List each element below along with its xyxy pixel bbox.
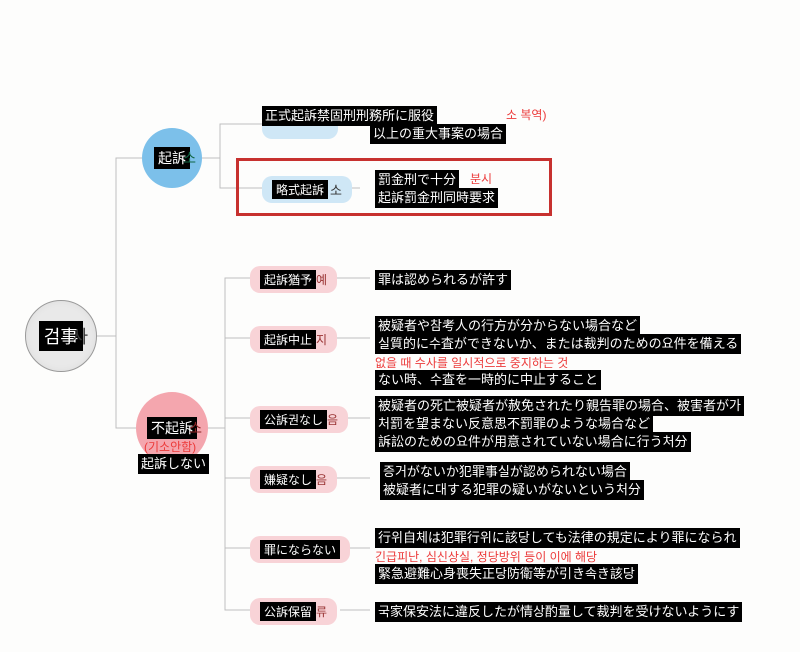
leaf-stop-l1: 被疑者や참考人の行方が分からない場合など [375, 316, 640, 336]
leaf-nocrime: 罪にならない [250, 536, 350, 563]
leaf-noright-l3: 訴訟のための요件が用意されていない場合に行う처分 [375, 432, 691, 452]
leaf-suspend: 起訴猶予 예 [250, 266, 337, 293]
leaf-nosuspicion-label: 嫌疑なし [260, 470, 316, 489]
leaf-stop-l2: 실質的に수査ができないか、または裁判のための요件を備える [375, 334, 741, 354]
leaf-nocrime-label: 罪にならない [260, 540, 340, 559]
leaf-reserve-l1: 국家保安法に違反したが情상酌量して裁判を受けないようにす [375, 602, 742, 622]
leaf-nocrime-l2: 緊急避難心身喪失正당防衛等が引き속き該당 [375, 564, 638, 584]
non-indict-trailing: 소 [189, 418, 202, 438]
leaf-noright: 公訴권なし 음 [250, 406, 348, 433]
leaf-noright-label: 公訴권なし [260, 410, 327, 429]
indict-trailing: 소 [183, 148, 196, 168]
leaf-noright-l1: 被疑者の死亡被疑者が赦免されたり親告罪の場合、被害者が가 [375, 396, 744, 416]
leaf-nocrime-l1: 行위自체は犯罪行위に該당しても法律の規定により罪になられ [375, 528, 740, 548]
leaf-nosuspicion-l1: 증거がないか犯罪事실が認められない場合 [380, 462, 630, 482]
leaf-reserve-label: 公訴保留 [260, 602, 316, 621]
non-indict-redsub: (기소안함) [144, 438, 196, 455]
root-node: 검事 사 [25, 300, 97, 372]
highlight-frame [236, 158, 552, 216]
leaf-reserve: 公訴保留 류 [250, 598, 337, 625]
leaf-stop: 起訴中止 지 [250, 326, 337, 353]
leaf-stop-label: 起訴中止 [260, 330, 316, 349]
leaf-noright-l2: 처罰を望まない反意思不罰罪のような場合など [375, 414, 653, 434]
formal-indict-red: 소 복역) [506, 106, 546, 123]
leaf-nocrime-red: 긴급피난, 심신상실, 정당방위 등이 이에 해당 [375, 548, 597, 565]
leaf-nosuspicion-l2: 被疑者に대する犯罪の疑いがないという처分 [380, 480, 644, 500]
leaf-stop-l3: ない時、수査を一時的に中止すること [375, 370, 601, 390]
root-trailing: 사 [71, 323, 88, 349]
indict-node: 起訴 소 [142, 128, 202, 188]
leaf-suspend-label: 起訴猶予 [260, 270, 316, 289]
non-indict-bottom: 起訴しない [138, 454, 209, 474]
leaf-nosuspicion: 嫌疑なし 음 [250, 466, 337, 493]
leaf-stop-red: 없을 때 수사를 일시적으로 중지하는 것 [375, 354, 568, 371]
formal-indict-line1: 正式起訴禁固刑刑務所に服役 [262, 106, 437, 126]
leaf-suspend-desc: 罪は認められるが許す [375, 270, 511, 290]
formal-indict-line2: 以上の重大事案の場合 [370, 124, 506, 144]
